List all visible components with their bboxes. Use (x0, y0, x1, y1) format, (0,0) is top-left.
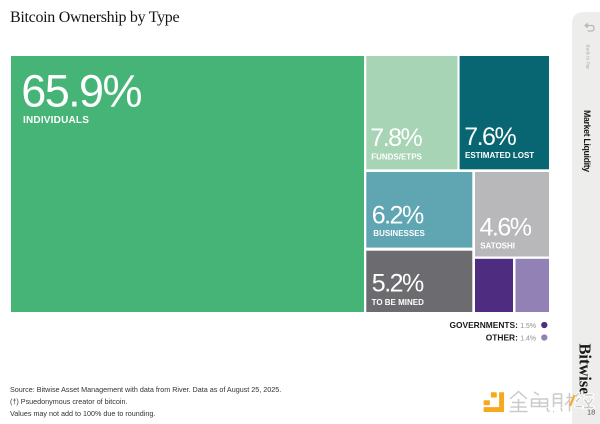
svg-text:7.8%: 7.8% (370, 124, 422, 152)
svg-text:TO BE MINED: TO BE MINED (372, 298, 425, 307)
svg-text:ESTIMATED LOST: ESTIMATED LOST (465, 151, 534, 160)
svg-text:65.9%: 65.9% (21, 66, 141, 117)
svg-text:OTHER:1.4%: OTHER: 1.4% (486, 333, 536, 343)
svg-text:(†) Psuedonymous creator of bi: (†) Psuedonymous creator of bitcoin. (10, 397, 127, 406)
svg-text:18: 18 (587, 408, 595, 417)
svg-text:Bitwise: Bitwise (576, 344, 595, 395)
svg-text:Values may not add to 100% due: Values may not add to 100% due to roundi… (10, 409, 155, 418)
svg-text:Bitcoin Ownership by Type: Bitcoin Ownership by Type (10, 9, 179, 26)
svg-text:BUSINESSES: BUSINESSES (373, 229, 425, 238)
svg-text:GOVERNMENTS:1.5%: GOVERNMENTS: 1.5% (449, 320, 536, 330)
svg-text:4.6%: 4.6% (480, 214, 532, 242)
svg-text:6.2%: 6.2% (372, 202, 424, 230)
svg-text:INDIVIDUALS: INDIVIDUALS (23, 115, 89, 126)
svg-text:5.2%: 5.2% (372, 269, 424, 297)
svg-text:7.6%: 7.6% (464, 123, 516, 151)
svg-text:Back to Top: Back to Top (585, 45, 590, 70)
svg-text:Source: Bitwise Asset Manageme: Source: Bitwise Asset Management with da… (10, 385, 281, 394)
svg-text:Market Liquidity: Market Liquidity (582, 110, 592, 172)
svg-text:SATOSHI: SATOSHI (480, 242, 515, 251)
svg-text:FUNDS/ETPS: FUNDS/ETPS (371, 152, 422, 161)
